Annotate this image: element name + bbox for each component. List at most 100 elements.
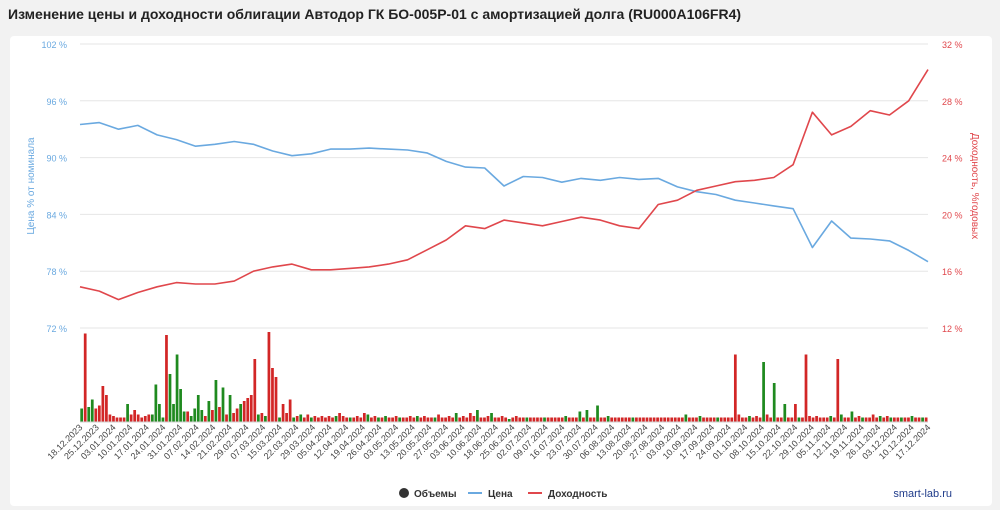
volume-bar-down [419, 417, 423, 422]
volume-bar-down [560, 417, 564, 422]
volume-bar-down [627, 417, 631, 422]
volume-bar-up [476, 410, 479, 422]
volume-bar-down [868, 417, 871, 422]
volume-bar-down [408, 416, 412, 422]
y-right-tick-label: 32 % [942, 40, 963, 50]
volume-bar-up [578, 411, 582, 422]
volume-bar-down [317, 417, 320, 422]
volume-bar-up [564, 416, 568, 422]
volume-bar-down [677, 417, 681, 422]
volume-bar-down [468, 413, 472, 422]
volume-bar-up [783, 404, 787, 422]
volume-bar-down [635, 417, 638, 422]
volume-bar-down [306, 414, 310, 422]
volume-bar-down [83, 333, 87, 422]
volume-bar-down [461, 416, 465, 422]
volume-bar-up [90, 399, 94, 422]
volume-bar-down [521, 417, 525, 422]
volume-bar-down [285, 413, 288, 422]
volume-bar-down [500, 416, 504, 422]
volume-bar-up [182, 411, 186, 422]
volume-bar-up [433, 417, 437, 422]
volume-bar-down [882, 417, 886, 422]
volume-bar-down [327, 416, 331, 422]
volume-bar-down [136, 414, 140, 422]
volume-bar-up [175, 354, 179, 422]
volume-bar-down [723, 417, 727, 422]
volume-bar-down [871, 414, 875, 422]
volume-bar-up [889, 417, 893, 422]
y-left-tick-label: 78 % [46, 267, 67, 277]
volume-bar-down [553, 417, 557, 422]
volume-bar-up [398, 417, 402, 422]
volume-bar-up [80, 408, 84, 422]
volume-bar-down [557, 417, 561, 422]
volume-bar-down [359, 417, 363, 422]
volume-bar-down [532, 417, 536, 422]
volume-bar-down [203, 416, 207, 422]
volume-bar-up [193, 408, 197, 422]
volume-bar-down [345, 417, 349, 422]
volume-bar-down [147, 414, 151, 422]
volume-bar-down [705, 417, 709, 422]
volume-bar-down [288, 399, 292, 422]
source-label[interactable]: smart-lab.ru [893, 488, 952, 500]
volume-bar-up [126, 404, 129, 422]
volume-bar-down [119, 417, 122, 422]
y-left-axis-title: Цена % от номинала [26, 137, 37, 235]
volume-bar-up [606, 416, 610, 422]
volume-bar-down [599, 417, 603, 422]
volume-bar-down [94, 408, 98, 422]
volume-bar-up [214, 380, 218, 422]
volume-bar-down [447, 416, 451, 422]
volume-bar-down [165, 335, 168, 422]
volume-bar-down [790, 417, 794, 422]
volume-bar-up [161, 417, 165, 422]
volume-bar-up [698, 416, 702, 422]
volume-bar-up [762, 362, 765, 422]
volume-bar-down [659, 417, 663, 422]
volume-bar-down [582, 417, 585, 422]
volume-bar-down [589, 417, 592, 422]
volume-bar-up [221, 387, 225, 422]
volume-bar-down [430, 417, 433, 422]
volume-bar-down [115, 417, 119, 422]
volume-bar-down [741, 417, 744, 422]
volume-bar-down [624, 417, 628, 422]
volume-bar-down [313, 416, 317, 422]
volume-bar-up [384, 416, 387, 422]
volume-bar-up [207, 401, 211, 422]
volume-bar-down [451, 417, 455, 422]
volume-bar-up [921, 417, 924, 422]
volume-bar-down [225, 414, 228, 422]
volume-bar-up [179, 389, 182, 422]
volume-bar-up [256, 414, 260, 422]
volume-bar-down [822, 417, 826, 422]
volume-bar-down [688, 417, 691, 422]
volume-bar-up [196, 395, 200, 422]
volume-bar-down [271, 368, 274, 422]
volume-bar-down [458, 417, 462, 422]
y-left-tick-label: 96 % [46, 97, 67, 107]
volume-bar-down [638, 417, 642, 422]
volume-bar-up [716, 417, 720, 422]
y-left-tick-label: 84 % [46, 210, 67, 220]
legend-volumes-label: Объемы [414, 488, 456, 500]
volume-bar-down [733, 354, 737, 422]
volume-bar-down [320, 416, 324, 422]
volume-bar-down [302, 417, 306, 422]
volume-bar-down [825, 417, 829, 422]
volume-bar-up [829, 416, 833, 422]
volume-bar-down [843, 417, 847, 422]
volume-bar-down [769, 417, 773, 422]
volume-bar-down [603, 417, 606, 422]
volume-bar-down [483, 417, 486, 422]
volume-bar-down [235, 408, 239, 422]
volume-bar-down [391, 417, 394, 422]
volume-bar-down [101, 386, 105, 422]
volume-bar-down [112, 416, 115, 422]
volume-bar-down [680, 417, 684, 422]
volume-bar-up [366, 414, 370, 422]
volume-bar-down [274, 377, 278, 422]
